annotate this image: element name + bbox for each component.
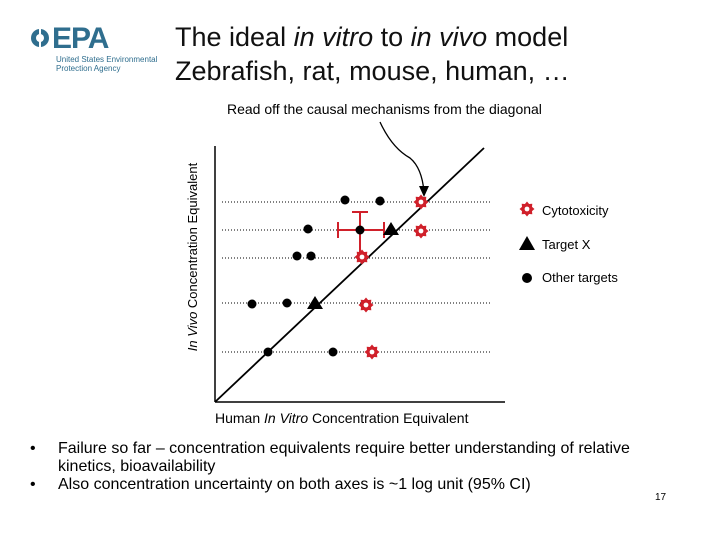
epa-logo: EPA United States Environmental Protecti… [30,22,165,82]
legend-cytotoxicity-label: Cytotoxicity [542,203,609,218]
cytotoxicity-point [413,223,429,239]
diagonal-line [214,147,485,403]
other-target-point [247,299,257,309]
annotation-arrowhead [419,186,429,197]
y-axis-label: In Vivo Concentration Equivalent [185,162,200,352]
legend-other-targets-label: Other targets [542,270,618,285]
title-line-1: The ideal in vitro to in vivo model [175,22,569,52]
diagonal-annotation: Read off the causal mechanisms from the … [227,101,542,117]
slide-title: The ideal in vitro to in vivo model Zebr… [175,20,705,88]
bullet-list: • Failure so far – concentration equivale… [30,440,660,494]
other-target-point [282,298,292,308]
other-target-point [292,251,302,261]
legend-markers [519,201,535,283]
other-target-point [355,225,365,235]
legend-cytotoxicity-gear [519,201,535,217]
epa-agency-name: United States Environmental Protection A… [56,55,158,73]
legend-other-targets-marker [522,273,532,283]
other-target-point [263,347,273,357]
cytotoxicity-point [413,194,429,210]
annotation-arrow [379,121,425,193]
other-target-point [340,195,350,205]
epa-flower-icon [31,29,49,47]
other-target-point [375,196,385,206]
bullet-item: • Failure so far – concentration equivale… [30,440,630,475]
legend-target-x-label: Target X [542,237,591,252]
other-target-points [247,195,385,357]
other-target-point [306,251,316,261]
other-target-point [303,224,313,234]
page-number: 17 [655,492,667,503]
legend-target-x-marker [519,236,535,250]
title-line-2: Zebrafish, rat, mouse, human, … [175,56,570,86]
cytotoxicity-point [354,249,370,265]
cytotoxicity-point [358,297,374,313]
bullet-item: • Also concentration uncertainty on both … [30,476,531,493]
cytotoxicity-point [364,344,380,360]
target-x-point [383,222,399,235]
bullet-marker: • [30,440,36,457]
other-target-point [328,347,338,357]
cytotoxicity-points [354,194,429,360]
target-x-points [307,222,399,309]
epa-wordmark: EPA [52,22,109,55]
x-axis-label: Human In Vitro Concentration Equivalent [215,410,469,426]
target-x-point [307,296,323,309]
legend-cytotoxicity-marker [519,201,535,217]
bullet-marker: • [30,476,36,493]
